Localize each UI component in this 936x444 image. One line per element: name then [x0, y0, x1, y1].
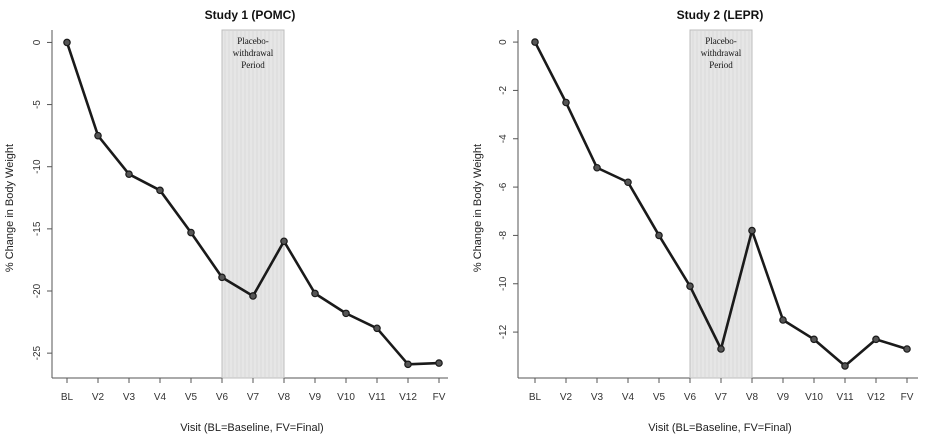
- data-point: [125, 170, 133, 178]
- x-tick-label: V6: [684, 392, 697, 403]
- shaded-region-label-line: withdrawal: [701, 48, 742, 58]
- x-tick-label: BL: [61, 392, 74, 403]
- data-point: [218, 273, 226, 282]
- data-point: [435, 359, 443, 367]
- y-tick-label: -10: [498, 276, 509, 291]
- panel-study-1: Study 1 (POMC) Visit (BL=Baseline, FV=Fi…: [4, 8, 448, 434]
- panel-study-2: Study 2 (LEPR) Visit (BL=Baseline, FV=Fi…: [472, 8, 918, 434]
- y-tick-label: -15: [32, 221, 43, 236]
- x-tick-label: V2: [560, 392, 573, 403]
- x-tick-label: V3: [123, 392, 136, 403]
- data-point: [404, 360, 412, 369]
- x-tick-label: V11: [836, 392, 853, 403]
- y-tick-label: -2: [498, 86, 509, 95]
- data-point: [717, 345, 725, 353]
- data-point: [156, 186, 164, 195]
- shaded-region-label-line: withdrawal: [233, 48, 274, 58]
- shaded-region-label-line: Period: [709, 60, 733, 70]
- data-point: [593, 163, 601, 172]
- x-tick-label: V2: [92, 392, 105, 403]
- x-tick-label: V3: [591, 392, 604, 403]
- x-tick-label: V6: [216, 392, 229, 403]
- x-tick-label: V4: [154, 392, 167, 403]
- y-tick-label: -6: [498, 182, 509, 191]
- x-tick-label: FV: [433, 392, 446, 403]
- data-point: [872, 335, 880, 344]
- panel-1-y-axis-label: % Change in Body Weight: [4, 144, 16, 272]
- panel-1-title: Study 1 (POMC): [205, 8, 296, 22]
- y-tick-label: -25: [32, 345, 43, 360]
- x-tick-label: V12: [867, 392, 885, 403]
- x-tick-label: V7: [247, 392, 260, 403]
- shaded-region-label-line: Placebo-: [237, 36, 269, 46]
- data-point: [748, 226, 756, 235]
- shaded-region-label-line: Period: [241, 60, 265, 70]
- data-point: [531, 38, 539, 46]
- x-tick-label: BL: [529, 392, 542, 403]
- x-tick-label: V8: [278, 392, 291, 403]
- data-point: [841, 362, 849, 370]
- data-point: [311, 289, 319, 298]
- x-tick-label: V10: [805, 392, 823, 403]
- y-tick-label: -4: [498, 134, 509, 143]
- data-point: [562, 98, 570, 107]
- panel-2-plot-area: Placebo-withdrawal Period 0 -2 -4 -6 -8 -10 -12 B…: [498, 29, 918, 403]
- x-tick-label: V11: [368, 392, 385, 403]
- x-tick-label: V12: [399, 392, 417, 403]
- y-tick-label: -20: [32, 283, 43, 298]
- y-tick-label: -10: [32, 159, 43, 174]
- panel-1-plot-area: Placebo-withdrawal Period 0 -5 -10 -15 -20 -25 B…: [32, 29, 448, 403]
- data-point: [63, 38, 71, 47]
- data-point: [373, 324, 381, 333]
- x-tick-label: V4: [622, 392, 635, 403]
- panel-2-x-axis-label: Visit (BL=Baseline, FV=Final): [648, 422, 791, 434]
- x-tick-label: V7: [715, 392, 728, 403]
- y-tick-label: 0: [32, 39, 43, 45]
- panel-2-title: Study 2 (LEPR): [677, 8, 764, 22]
- data-point: [779, 316, 787, 324]
- x-tick-label: V10: [337, 392, 355, 403]
- data-point: [280, 237, 288, 246]
- y-tick-label: 0: [498, 39, 509, 45]
- data-point: [94, 131, 102, 140]
- y-tick-label: -8: [498, 231, 509, 240]
- x-tick-label: FV: [901, 392, 914, 403]
- x-tick-label: V8: [746, 392, 759, 403]
- shaded-region-label-line: Placebo-: [705, 36, 737, 46]
- x-tick-label: V9: [777, 392, 790, 403]
- data-point: [187, 228, 195, 237]
- panel-1-x-axis-label: Visit (BL=Baseline, FV=Final): [180, 422, 323, 434]
- data-point: [249, 292, 257, 300]
- data-point: [342, 309, 350, 318]
- x-tick-label: V9: [309, 392, 322, 403]
- data-point: [810, 335, 818, 344]
- y-tick-label: -12: [498, 324, 509, 339]
- panel-2-y-axis-label: % Change in Body Weight: [472, 144, 484, 272]
- data-point: [903, 345, 911, 353]
- x-tick-label: V5: [185, 392, 198, 403]
- y-tick-label: -5: [32, 100, 43, 109]
- x-tick-label: V5: [653, 392, 666, 403]
- data-point: [655, 231, 663, 240]
- data-point: [624, 178, 632, 187]
- data-point: [686, 282, 694, 290]
